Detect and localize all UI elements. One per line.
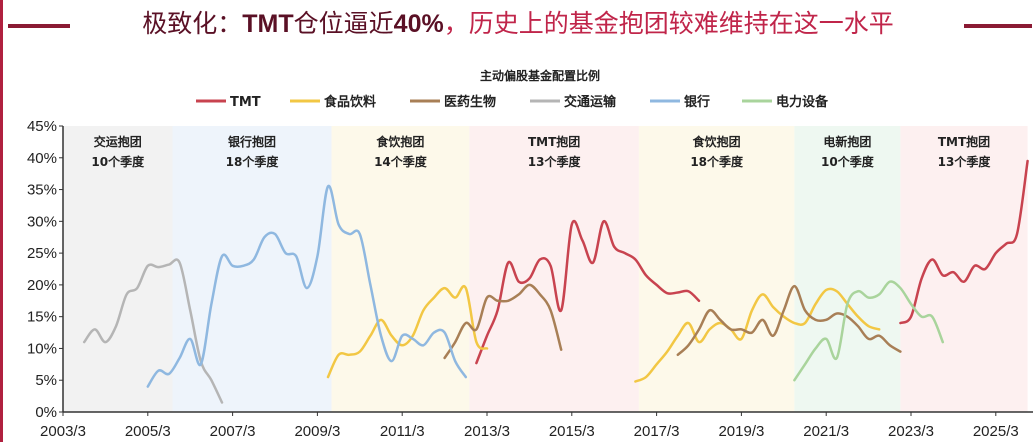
x-tick-label: 2013/3 [464,423,510,440]
chart-title: 主动偏股基金配置比例 [480,68,600,83]
legend-label: TMT [230,95,261,110]
series-line-0-0 [475,219,701,365]
title-part2: 仓位逼近 [293,9,394,38]
band-label-duration: 18个季度 [226,154,280,169]
band-label-title: 银行抱团 [228,134,276,149]
x-tick-label: 2025/3 [973,423,1019,440]
legend-label: 电力设备 [776,94,829,110]
band-label-duration: 14个季度 [374,154,428,169]
band-label-title: 食饮抱团 [375,134,424,149]
title-part1: 极致化： [142,9,243,38]
y-tick-label: 20% [27,277,57,294]
band-label-duration: 10个季度 [91,154,145,169]
series-line-1-0 [326,285,489,379]
x-tick-label: 2023/3 [888,423,934,440]
band-6 [900,126,1028,412]
band-2 [331,126,470,412]
band-label-title: 电新抱团 [823,134,871,149]
y-tick-label: 40% [27,150,57,167]
legend-label: 食品饮料 [324,94,376,110]
band-label-title: TMT抱团 [938,134,990,149]
legend-label: 医药生物 [444,94,496,110]
band-3 [469,126,639,412]
x-tick-label: 2021/3 [803,423,849,440]
x-tick-label: 2003/3 [40,423,86,440]
series-line-4-0 [146,184,468,388]
y-tick-label: 5% [35,372,57,389]
band-label-duration: 18个季度 [690,154,744,169]
band-label-duration: 13个季度 [938,154,992,169]
title-tmt: TMT [242,10,294,38]
band-0 [63,126,173,412]
x-tick-label: 2015/3 [549,423,595,440]
band-5 [794,126,901,412]
x-tick-label: 2019/3 [718,423,764,440]
title-pct: 40% [393,10,444,38]
y-tick-label: 10% [27,340,57,357]
series-line-0-1 [899,159,1029,325]
x-tick-label: 2011/3 [380,423,425,440]
band-label-duration: 10个季度 [821,154,875,169]
series-line-5-0 [793,280,945,382]
legend-label: 银行 [684,94,710,110]
title-decoration-left [8,24,70,28]
y-tick-label: 35% [27,182,57,199]
x-tick-label: 2005/3 [125,423,171,440]
series-line-2-0 [443,283,563,360]
left-accent-bar [0,0,3,442]
y-tick-label: 30% [27,213,57,230]
band-label-title: 食饮抱团 [692,134,741,149]
title-decoration-right [964,24,1032,28]
series-line-3-0 [82,258,224,404]
y-tick-label: 0% [35,404,57,421]
band-label-title: 交运抱团 [94,134,142,149]
band-label-duration: 13个季度 [528,154,582,169]
y-tick-label: 15% [27,309,57,326]
y-tick-label: 45% [27,118,57,135]
band-4 [638,126,795,412]
page-title: 极致化：TMT仓位逼近40%，历史上的基金抱团较难维持在这一水平 [0,6,1036,42]
y-tick-label: 25% [27,245,57,262]
series-line-1-1 [634,287,881,383]
x-tick-label: 2007/3 [210,423,256,440]
legend-label: 交通运输 [564,94,617,110]
title-part3: ，历史上的基金抱团较难维持在这一水平 [443,9,894,38]
x-tick-label: 2009/3 [294,423,340,440]
x-tick-label: 2017/3 [634,423,680,440]
band-label-title: TMT抱团 [528,134,580,149]
series-line-2-1 [676,284,902,357]
